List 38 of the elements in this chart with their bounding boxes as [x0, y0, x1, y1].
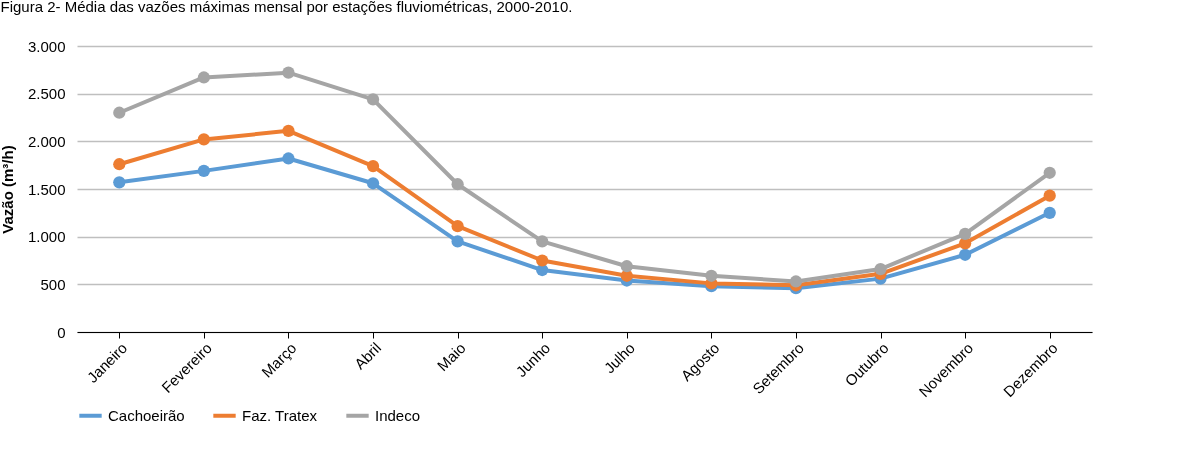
point [874, 262, 887, 276]
y-tick-label: 1.500 [27, 180, 66, 198]
point [366, 160, 380, 173]
point [451, 235, 464, 248]
point [366, 93, 380, 106]
y-tick-label: 3.000 [27, 37, 66, 55]
point [705, 269, 718, 282]
y-axis-title: Vazão (m³/h) [0, 145, 16, 234]
point [959, 227, 972, 240]
legend-label: Indeco [375, 406, 421, 424]
point [1043, 166, 1056, 179]
point [282, 124, 295, 137]
point [1043, 206, 1056, 219]
point [451, 178, 464, 191]
point [197, 164, 210, 177]
point [282, 152, 295, 165]
y-tick-label: 1.000 [27, 228, 66, 246]
legend-label: Cachoeirão [108, 406, 185, 424]
point [451, 220, 464, 233]
point [620, 260, 633, 273]
point [959, 248, 972, 261]
point [113, 158, 126, 171]
point [113, 176, 126, 189]
point [282, 66, 295, 79]
point [1043, 189, 1056, 202]
y-tick-label: 0 [57, 323, 66, 341]
point [536, 235, 549, 248]
point [366, 177, 380, 190]
y-tick-label: 500 [40, 275, 66, 293]
point [789, 275, 803, 288]
y-tick-label: 2.500 [27, 85, 66, 103]
y-tick-label: 2.000 [27, 132, 66, 150]
legend-label: Faz. Tratex [242, 406, 318, 424]
point [536, 254, 549, 267]
point [197, 71, 210, 84]
chart-title: Figura 2- Média das vazões máximas mensal por estações fluviométricas, 2000-2010. [0, 0, 573, 15]
point [197, 133, 210, 146]
point [113, 106, 126, 119]
